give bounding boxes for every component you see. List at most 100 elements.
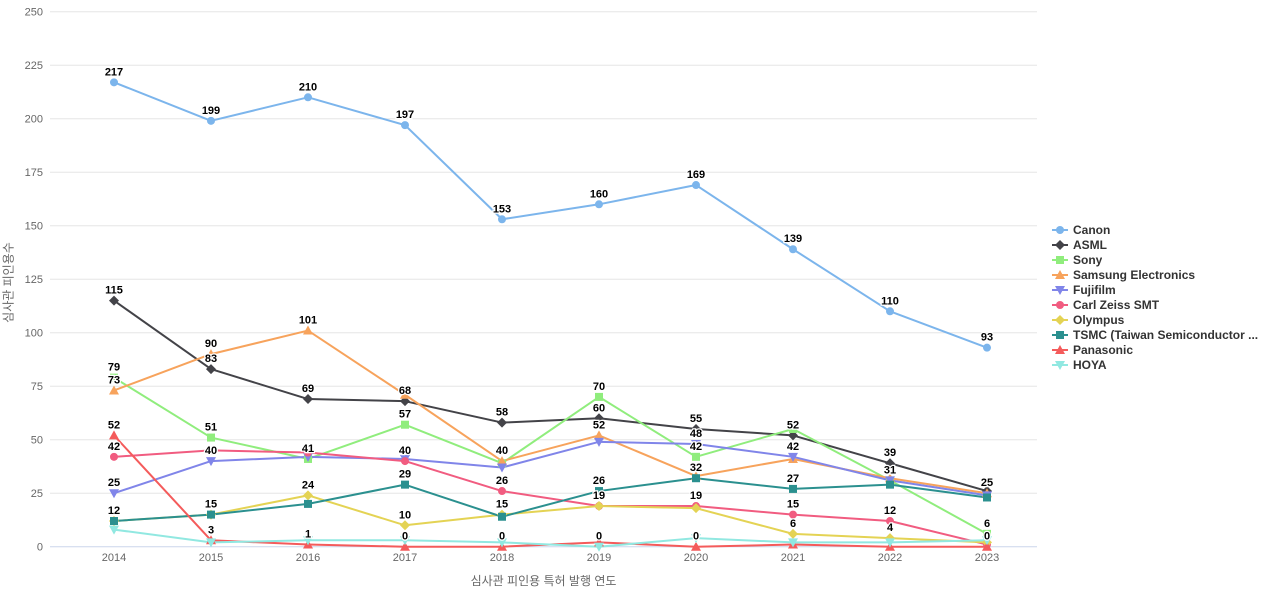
data-point-marker[interactable] bbox=[109, 295, 119, 306]
data-point-marker[interactable] bbox=[789, 425, 797, 433]
data-point-label: 29 bbox=[399, 469, 411, 481]
data-point-marker[interactable] bbox=[498, 512, 506, 521]
data-point-marker[interactable] bbox=[304, 499, 312, 508]
data-point-marker[interactable] bbox=[594, 542, 604, 552]
legend-item-olympus[interactable]: Olympus bbox=[1052, 312, 1278, 327]
data-point-marker[interactable] bbox=[400, 541, 410, 551]
legend-marker-shape[interactable] bbox=[1055, 360, 1065, 370]
data-point-marker[interactable] bbox=[400, 389, 410, 399]
data-point-marker[interactable] bbox=[595, 487, 603, 496]
data-point-marker[interactable] bbox=[109, 489, 119, 499]
series-line-carl-zeiss-smt bbox=[113, 449, 988, 546]
data-point-marker[interactable] bbox=[886, 307, 894, 316]
legend-marker-shape[interactable] bbox=[1056, 330, 1064, 339]
data-point-marker[interactable] bbox=[886, 517, 894, 526]
data-point-marker[interactable] bbox=[303, 325, 313, 335]
legend-item-tsmc-taiwan-semiconductor[interactable]: TSMC (Taiwan Semiconductor ... bbox=[1052, 327, 1278, 342]
data-point-marker[interactable] bbox=[206, 364, 216, 375]
legend-item-asml[interactable]: ASML bbox=[1052, 237, 1278, 252]
data-point-marker[interactable] bbox=[497, 456, 507, 466]
data-point-marker[interactable] bbox=[206, 349, 216, 359]
legend-item-canon[interactable]: Canon bbox=[1052, 222, 1278, 237]
legend-marker-shape[interactable] bbox=[1056, 300, 1064, 309]
legend-marker-shape[interactable] bbox=[1055, 314, 1065, 325]
data-point-marker[interactable] bbox=[788, 528, 798, 539]
data-point-marker[interactable] bbox=[788, 452, 798, 462]
data-point-marker[interactable] bbox=[207, 446, 215, 455]
data-point-marker[interactable] bbox=[692, 474, 700, 483]
legend-item-sony[interactable]: Sony bbox=[1052, 252, 1278, 267]
data-point-marker[interactable] bbox=[303, 490, 313, 501]
data-point-marker[interactable] bbox=[691, 534, 701, 544]
data-point-marker[interactable] bbox=[304, 448, 312, 457]
data-point-marker[interactable] bbox=[304, 93, 312, 102]
data-point-label: 83 bbox=[205, 353, 217, 365]
legend-item-fujifilm[interactable]: Fujifilm bbox=[1052, 282, 1278, 297]
legend-marker-shape[interactable] bbox=[1055, 239, 1065, 250]
data-point-marker[interactable] bbox=[692, 452, 700, 461]
data-point-marker[interactable] bbox=[885, 458, 895, 469]
data-point-marker[interactable] bbox=[207, 510, 215, 519]
data-point-marker[interactable] bbox=[789, 510, 797, 519]
data-point-marker[interactable] bbox=[206, 538, 216, 548]
data-point-marker[interactable] bbox=[886, 480, 894, 489]
data-point-marker[interactable] bbox=[789, 245, 797, 254]
data-point-marker[interactable] bbox=[789, 484, 797, 493]
data-point-marker[interactable] bbox=[885, 538, 895, 548]
data-point-marker[interactable] bbox=[498, 487, 506, 496]
data-point-marker[interactable] bbox=[109, 525, 119, 535]
data-point-marker[interactable] bbox=[983, 343, 991, 352]
data-point-marker[interactable] bbox=[401, 121, 409, 130]
data-point-marker[interactable] bbox=[110, 517, 118, 526]
data-point-marker[interactable] bbox=[594, 430, 604, 440]
data-point-marker[interactable] bbox=[498, 215, 506, 224]
legend-item-samsung-electronics[interactable]: Samsung Electronics bbox=[1052, 267, 1278, 282]
data-point-marker[interactable] bbox=[206, 457, 216, 467]
series-path bbox=[113, 528, 988, 548]
legend-item-carl-zeiss-smt[interactable]: Carl Zeiss SMT bbox=[1052, 297, 1278, 312]
data-point-marker[interactable] bbox=[983, 493, 991, 502]
data-point-marker[interactable] bbox=[400, 520, 410, 531]
data-point-marker[interactable] bbox=[594, 501, 604, 512]
data-point-marker[interactable] bbox=[303, 536, 313, 546]
data-point-marker[interactable] bbox=[983, 529, 991, 538]
data-point-marker[interactable] bbox=[110, 452, 118, 461]
data-point-marker[interactable] bbox=[691, 424, 701, 434]
data-point-marker[interactable] bbox=[401, 457, 409, 466]
data-point-marker[interactable] bbox=[692, 181, 700, 190]
data-point-marker[interactable] bbox=[109, 385, 119, 395]
data-point-marker[interactable] bbox=[595, 200, 603, 209]
data-point-marker[interactable] bbox=[109, 430, 119, 440]
legend-marker-shape[interactable] bbox=[1055, 344, 1065, 354]
data-point-marker[interactable] bbox=[691, 439, 701, 449]
data-point-marker[interactable] bbox=[982, 536, 992, 546]
data-point-marker[interactable] bbox=[497, 538, 507, 548]
data-point-marker[interactable] bbox=[401, 420, 409, 429]
data-point-marker[interactable] bbox=[400, 536, 410, 546]
data-point-marker[interactable] bbox=[110, 373, 118, 382]
legend-item-hoya[interactable]: HOYA bbox=[1052, 357, 1278, 372]
legend-item-panasonic[interactable]: Panasonic bbox=[1052, 342, 1278, 357]
legend-marker-shape[interactable] bbox=[1056, 255, 1064, 264]
data-point-marker[interactable] bbox=[497, 463, 507, 473]
data-point-marker[interactable] bbox=[788, 538, 798, 548]
data-point-marker[interactable] bbox=[594, 413, 604, 424]
data-point-marker[interactable] bbox=[594, 437, 604, 447]
data-point-marker[interactable] bbox=[303, 394, 313, 405]
data-point-marker[interactable] bbox=[982, 541, 992, 551]
legend-marker-shape[interactable] bbox=[1055, 285, 1065, 295]
data-point-marker[interactable] bbox=[691, 503, 701, 514]
data-point-marker[interactable] bbox=[595, 392, 603, 401]
legend-label: Panasonic bbox=[1073, 342, 1134, 357]
data-point-marker[interactable] bbox=[110, 78, 118, 87]
legend-marker-shape[interactable] bbox=[1055, 269, 1065, 279]
legend-marker-shape[interactable] bbox=[1056, 225, 1064, 234]
data-point-marker[interactable] bbox=[497, 417, 507, 428]
data-point-label: 70 bbox=[593, 381, 605, 393]
data-point-marker[interactable] bbox=[207, 433, 215, 442]
data-point-marker[interactable] bbox=[691, 541, 701, 551]
data-point-marker[interactable] bbox=[207, 116, 215, 125]
data-point-marker[interactable] bbox=[401, 480, 409, 489]
